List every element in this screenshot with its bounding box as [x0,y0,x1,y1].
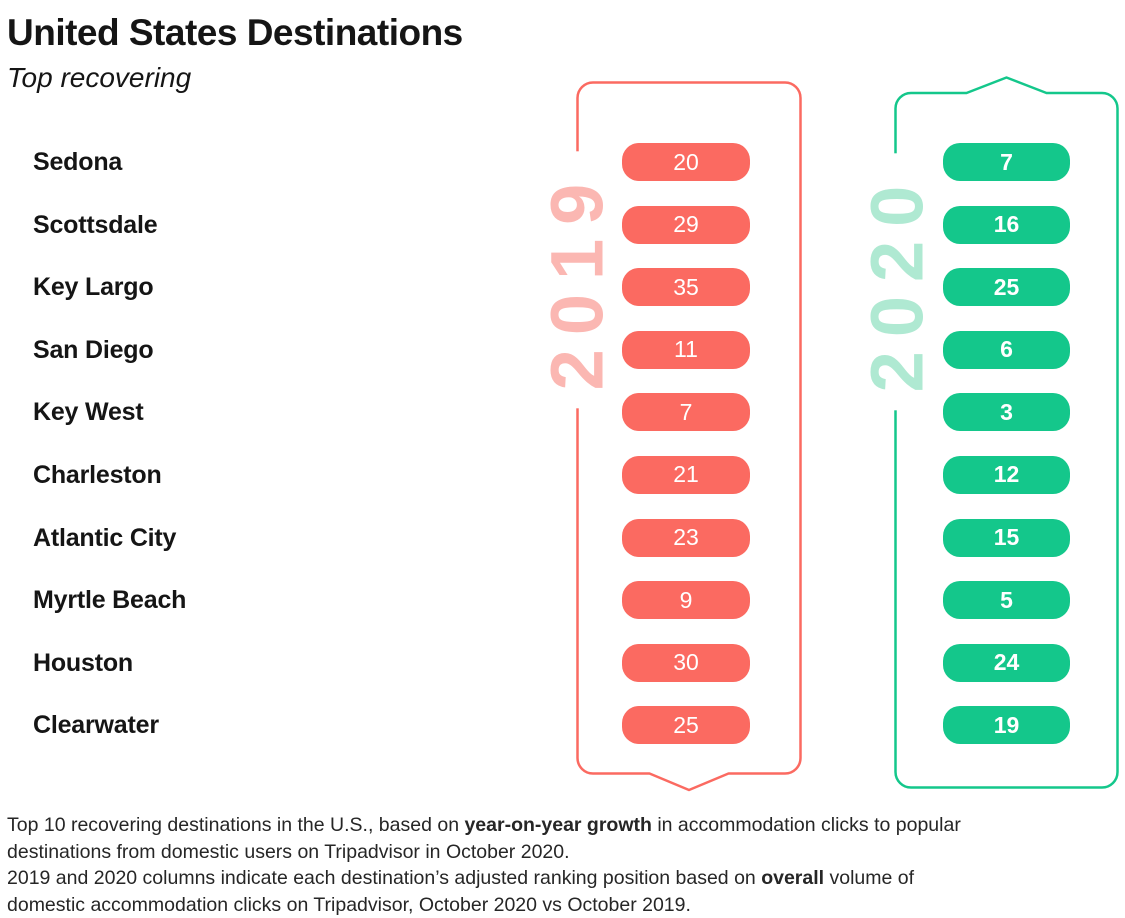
destination-label: Key West [33,398,144,427]
rank-pill-2020: 25 [943,268,1070,307]
footnote-paragraph-1: Top 10 recovering destinations in the U.… [7,814,961,863]
destination-label: Clearwater [33,711,159,740]
rank-pill-2020: 7 [943,143,1070,181]
table-row: Scottsdale 29 16 [0,205,1125,244]
table-row: Clearwater 25 19 [0,706,1125,745]
rank-pill-2020: 3 [943,393,1070,432]
ranking-rows: Sedona 20 7 Scottsdale 29 16 Key Largo 3… [0,143,1125,769]
destination-label: Key Largo [33,273,154,302]
rank-pill-2019: 9 [622,581,750,620]
table-row: San Diego 11 6 [0,330,1125,369]
table-row: Sedona 20 7 [0,143,1125,181]
rank-pill-2019: 7 [622,393,750,432]
bracket-2020-outline [894,76,1119,789]
rank-pill-2020: 6 [943,330,1070,369]
rank-pill-2019: 20 [622,143,750,181]
rank-pill-2020: 19 [943,706,1070,745]
rank-pill-2019: 30 [622,643,750,682]
destination-label: San Diego [33,335,154,364]
rank-pill-2019: 23 [622,518,750,557]
page-subtitle: Top recovering [7,62,192,93]
destination-label: Charleston [33,460,162,489]
rank-pill-2019: 25 [622,706,750,745]
footnote: Top 10 recovering destinations in the U.… [7,812,1117,918]
rank-pill-2019: 11 [622,330,750,369]
destination-label: Scottsdale [33,210,158,239]
rank-pill-2020: 12 [943,455,1070,494]
rank-pill-2020: 15 [943,518,1070,557]
rank-pill-2019: 35 [622,268,750,307]
table-row: Key West 7 3 [0,393,1125,432]
destination-label: Atlantic City [33,523,177,552]
page-title: United States Destinations [7,12,463,53]
table-row: Houston 30 24 [0,643,1125,682]
destination-label: Myrtle Beach [33,586,187,615]
bracket-2019-outline [576,81,802,792]
table-row: Atlantic City 23 15 [0,518,1125,557]
destination-label: Houston [33,648,133,677]
rank-pill-2020: 16 [943,205,1070,244]
rank-pill-2019: 21 [622,455,750,494]
table-row: Myrtle Beach 9 5 [0,581,1125,620]
table-row: Charleston 21 12 [0,455,1125,494]
rank-pill-2020: 24 [943,643,1070,682]
footnote-paragraph-2: 2019 and 2020 columns indicate each dest… [7,867,915,916]
table-row: Key Largo 35 25 [0,268,1125,307]
rank-pill-2020: 5 [943,581,1070,620]
destination-label: Sedona [33,148,123,176]
rank-pill-2019: 29 [622,205,750,244]
